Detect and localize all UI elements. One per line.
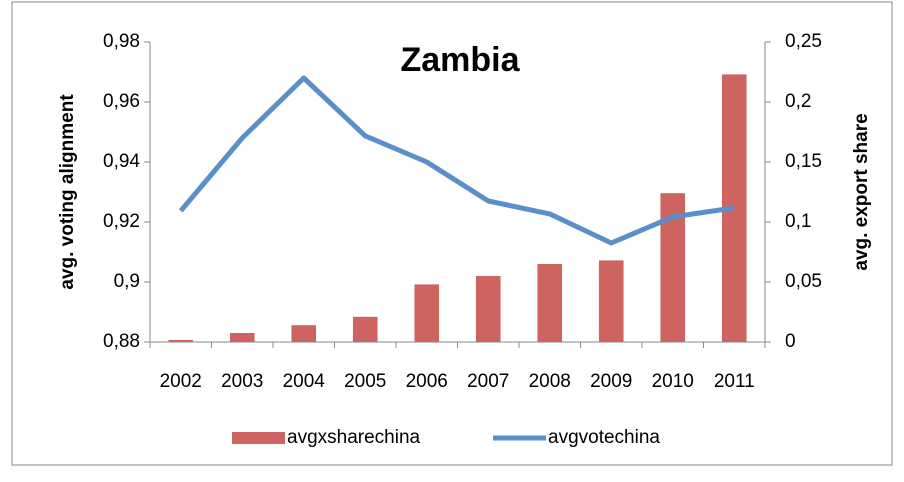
x-tick-label: 2004: [283, 371, 326, 392]
chart-title: Zambia: [400, 41, 520, 79]
y-tick-label: 0,94: [103, 151, 140, 172]
y-tick-label: 0,9: [114, 271, 140, 292]
legend-label: avgxsharechina: [287, 427, 421, 448]
bar: [598, 260, 624, 342]
y-axis-label: avg. voting alignment: [57, 94, 78, 290]
bar: [537, 264, 563, 342]
y-tick-label: 0,98: [103, 31, 140, 52]
y2-tick-label: 0: [785, 331, 796, 352]
x-tick-label: 2007: [467, 371, 509, 392]
y2-tick-label: 0,25: [785, 31, 822, 52]
bar: [414, 284, 440, 342]
y2-tick-label: 0,05: [785, 271, 822, 292]
y-tick-label: 0,96: [103, 91, 140, 112]
x-tick-label: 2008: [529, 371, 571, 392]
y2-tick-label: 0,1: [785, 211, 811, 232]
x-tick-label: 2005: [344, 371, 386, 392]
y2-axis-label: avg. export share: [851, 113, 872, 270]
y-tick-label: 0,88: [103, 331, 140, 352]
x-tick-label: 2009: [590, 371, 632, 392]
y2-tick-label: 0,15: [785, 151, 822, 172]
bar: [291, 325, 317, 342]
y2-tick-label: 0,2: [785, 91, 811, 112]
line: [178, 75, 735, 246]
legend-swatch: [232, 432, 285, 444]
x-tick-label: 2003: [221, 371, 263, 392]
x-tick-label: 2006: [406, 371, 448, 392]
bar: [229, 333, 255, 342]
x-tick-label: 2010: [652, 371, 694, 392]
bar: [475, 276, 501, 342]
x-tick-label: 2002: [160, 371, 202, 392]
bar: [352, 316, 378, 342]
legend-label: avgvotechina: [548, 427, 660, 448]
y-tick-label: 0,92: [103, 211, 140, 232]
bar: [168, 339, 194, 342]
x-tick-label: 2011: [714, 371, 755, 392]
